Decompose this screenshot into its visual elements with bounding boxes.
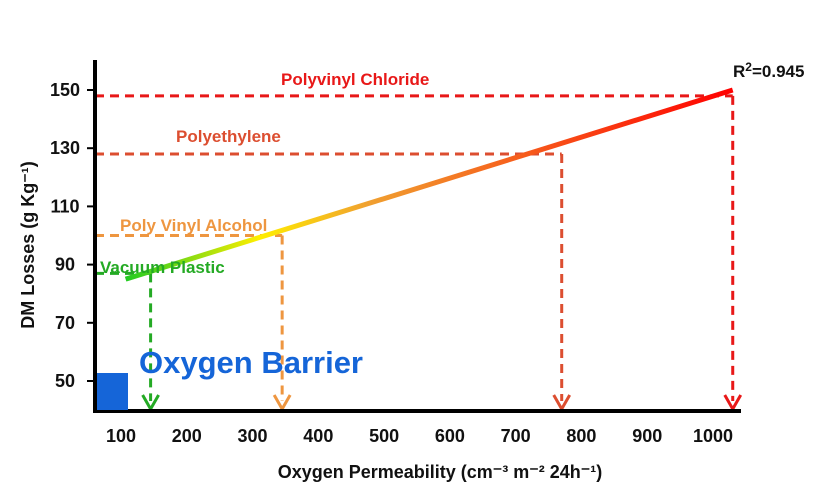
x-axis-title: Oxygen Permeability (cm⁻³ m⁻² 24h⁻¹): [278, 462, 603, 482]
x-tick-label: 800: [566, 426, 596, 446]
poly-vinyl-alcohol-arrow-icon: [272, 394, 292, 413]
r-squared-label: R2=0.945: [733, 60, 804, 81]
x-tick-label: 100: [106, 426, 136, 446]
x-tick-label: 300: [238, 426, 268, 446]
x-tick-label: 500: [369, 426, 399, 446]
y-tick-label: 150: [50, 80, 80, 100]
x-tick-label: 600: [435, 426, 465, 446]
regression-line: [124, 87, 734, 282]
poly-vinyl-alcohol-label: Poly Vinyl Alcohol: [120, 216, 267, 235]
y-tick-label: 70: [55, 313, 75, 333]
x-tick-label: 400: [303, 426, 333, 446]
x-tick-label: 700: [501, 426, 531, 446]
x-tick-label: 900: [632, 426, 662, 446]
y-tick-label: 110: [50, 196, 79, 216]
y-tick-label: 50: [55, 371, 75, 391]
polyvinyl-chloride-label: Polyvinyl Chloride: [281, 70, 429, 89]
y-tick-label: 90: [55, 255, 75, 275]
x-tick-label: 1000: [693, 426, 733, 446]
y-axis-title: DM Losses (g Kg⁻¹): [18, 161, 38, 329]
x-tick-label: 200: [172, 426, 202, 446]
oxygen-barrier-label: Oxygen Barrier: [139, 345, 363, 380]
polyethylene-label: Polyethylene: [176, 127, 281, 146]
vacuum-plastic-label: Vacuum Plastic: [100, 258, 225, 277]
oxygen-barrier-block: [97, 373, 128, 410]
y-tick-label: 130: [50, 138, 80, 158]
